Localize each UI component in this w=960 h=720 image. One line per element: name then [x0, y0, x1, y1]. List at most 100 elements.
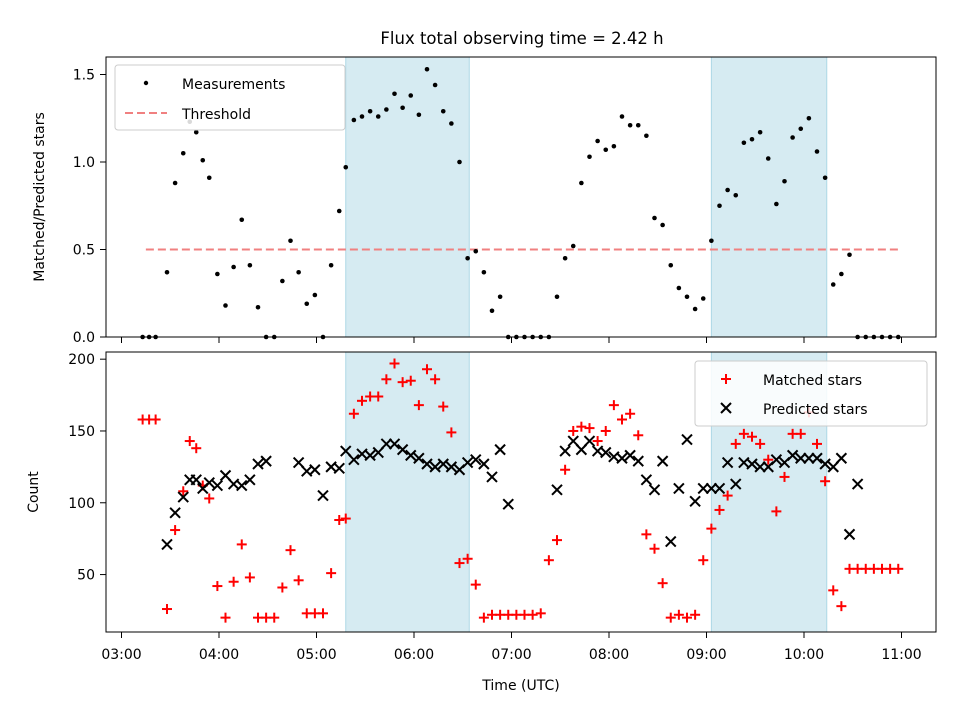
matched-point: [340, 513, 351, 524]
matched-point: [755, 438, 766, 449]
matched-point: [706, 523, 717, 534]
matched-point: [462, 553, 473, 564]
matched-point: [454, 558, 465, 569]
matched-point: [795, 428, 806, 439]
matched-point: [150, 414, 161, 425]
legend-measurements-label: Measurements: [182, 77, 285, 93]
measurement-point: [692, 306, 698, 312]
matched-point: [326, 568, 337, 579]
matched-point: [714, 504, 725, 515]
measurement-point: [619, 114, 625, 119]
measurement-point: [562, 255, 568, 261]
predicted-point: [219, 469, 232, 482]
measurement-point: [296, 269, 301, 275]
predicted-point: [429, 461, 441, 473]
predicted-point: [656, 455, 669, 467]
predicted-point: [502, 498, 514, 510]
matched-point: [738, 428, 749, 439]
predicted-point: [567, 435, 579, 447]
matched-point: [212, 581, 223, 592]
measurement-point: [473, 248, 479, 254]
measurement-point: [611, 143, 617, 149]
matched-point: [690, 609, 701, 620]
predicted-point: [754, 461, 766, 473]
predicted-point: [340, 445, 352, 457]
measurement-point: [465, 255, 470, 261]
top-legend: Measurements Threshold: [114, 64, 346, 131]
predicted-point: [786, 449, 799, 462]
predicted-point: [795, 452, 807, 464]
x-tick-label: 09:00: [686, 647, 726, 663]
matched-point: [277, 582, 288, 593]
predicted-point: [421, 458, 433, 470]
bottom-y-axis-label: Count: [26, 471, 42, 513]
matched-point: [438, 401, 449, 412]
matched-point: [236, 539, 247, 550]
bottom-legend-box: [694, 360, 928, 427]
measurement-point: [200, 157, 206, 163]
measurement-point: [255, 304, 261, 310]
legend-threshold-label: Threshold: [181, 107, 251, 123]
bot-shade-band-0: [345, 351, 470, 633]
matched-point: [576, 421, 587, 432]
measurement-point: [408, 93, 414, 98]
top-axes-frame: [105, 56, 937, 338]
matched-point: [220, 612, 231, 623]
matched-point: [184, 436, 195, 447]
matched-point: [633, 430, 644, 441]
matched-point: [560, 464, 571, 475]
matched-point: [191, 443, 202, 454]
measurement-point: [790, 135, 795, 140]
y-tick-label: 50: [77, 568, 95, 584]
x-tick-label: 05:00: [296, 647, 336, 663]
predicted-point: [697, 482, 709, 495]
measurement-point: [774, 201, 779, 207]
measurement-point: [814, 149, 820, 154]
measurement-point: [497, 294, 503, 300]
measurement-point: [765, 156, 771, 161]
predicted-point: [689, 495, 701, 508]
measurement-point: [392, 91, 397, 97]
predicted-point: [309, 464, 321, 476]
y-tick-label: 100: [68, 496, 95, 512]
y-tick-label: 200: [68, 352, 95, 368]
predicted-point: [445, 461, 458, 473]
measurement-point: [554, 294, 560, 300]
predicted-point: [575, 443, 588, 456]
measurement-point: [223, 303, 228, 308]
y-tick-label: 1.5: [73, 68, 95, 84]
predicted-stars-series: [161, 433, 864, 551]
predicted-point: [461, 456, 474, 469]
measurement-point: [847, 252, 852, 258]
predicted-point: [364, 449, 376, 462]
predicted-point: [681, 433, 693, 446]
matched-point: [592, 436, 603, 447]
measurement-point: [215, 271, 220, 277]
matched-point: [178, 486, 189, 497]
measurement-point: [384, 107, 389, 112]
matched-point: [747, 431, 757, 442]
top-y-ticks: 0.0 0.5 1.0 1.5: [73, 68, 106, 346]
predicted-point: [559, 445, 571, 457]
matched-point: [600, 425, 611, 436]
predicted-point: [372, 446, 384, 459]
predicted-point: [478, 458, 490, 470]
legend-matched-label: Matched stars: [763, 373, 862, 389]
measurement-point: [206, 175, 212, 181]
matched-point: [763, 454, 774, 465]
matched-point: [820, 476, 831, 487]
matched-point: [812, 438, 822, 449]
measurement-point: [822, 175, 828, 181]
bottom-panel: 50 100 150 200 03:00 04:00 05:00 06:00 07:00 08:…: [26, 351, 937, 694]
matched-point: [228, 576, 239, 587]
matched-stars-series: [137, 358, 904, 623]
matched-point: [893, 563, 904, 574]
matched-point: [269, 612, 280, 623]
predicted-point: [665, 535, 677, 548]
predicted-point: [819, 458, 831, 470]
measurement-point: [288, 238, 293, 244]
predicted-point: [437, 458, 449, 470]
matched-point: [649, 543, 660, 554]
measurement-point: [193, 129, 199, 135]
matched-point: [422, 364, 432, 375]
